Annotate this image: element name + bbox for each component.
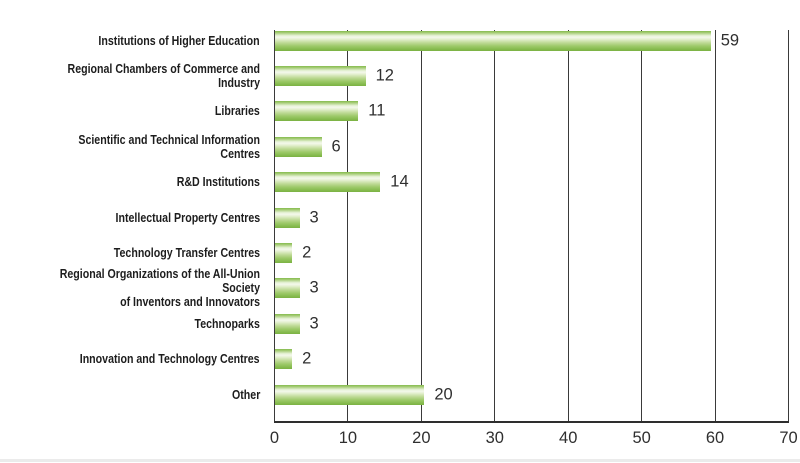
x-tick-label: 50 <box>632 429 651 447</box>
x-tick-label: 40 <box>559 429 578 447</box>
category-label-text: Technology Transfer Centres <box>113 245 260 260</box>
grid-line-20 <box>420 30 422 422</box>
value-label: 12 <box>375 66 394 85</box>
category-label: Other <box>0 388 260 402</box>
bar <box>274 349 293 370</box>
value-label: 3 <box>309 208 319 226</box>
value-label: 59 <box>720 31 740 49</box>
category-label-text: Regional Organizations of the All-Union … <box>59 267 260 310</box>
category-label: Innovation and Technology Centres <box>0 352 260 366</box>
category-label: R&D Institutions <box>0 175 260 189</box>
category-label: Libraries <box>0 104 260 118</box>
grid-line-50 <box>641 30 643 422</box>
category-label: Regional Organizations of the All-Union … <box>0 267 260 309</box>
x-tick-label: 70 <box>779 429 798 447</box>
value-label: 20 <box>434 385 453 403</box>
x-tick-label: 30 <box>485 429 504 447</box>
x-tick-label: 60 <box>705 429 725 447</box>
category-label-text: Regional Chambers of Commerce and Indust… <box>67 61 260 90</box>
grid-line-70 <box>788 30 789 422</box>
category-label-text: Libraries <box>215 104 260 119</box>
plot-area: 59 12 11 6 14 3 2 3 3 2 20 <box>274 30 789 422</box>
x-axis-line <box>274 420 789 423</box>
grid-line-60 <box>714 30 716 422</box>
bar <box>274 65 366 86</box>
bar <box>274 313 300 334</box>
category-label: Institutions of Higher Education <box>0 34 260 48</box>
category-label-text: Other <box>231 387 260 402</box>
value-label: 3 <box>309 314 319 333</box>
bar <box>274 384 425 405</box>
category-label-column: Institutions of Higher Education Regional… <box>0 0 260 463</box>
category-label: Intellectual Property Centres <box>0 211 260 225</box>
category-label-text: Technoparks <box>194 316 260 331</box>
x-tick-label: 10 <box>338 429 358 447</box>
x-tick-label: 20 <box>412 429 431 447</box>
category-label-text: Innovation and Technology Centres <box>80 352 260 367</box>
value-label: 11 <box>368 101 386 120</box>
category-label-text: Scientific and Technical Information Cen… <box>78 132 260 161</box>
grid-line-10 <box>347 30 349 422</box>
value-label: 2 <box>302 349 312 368</box>
page-bottom-divider <box>0 459 800 462</box>
grid-line-30 <box>494 30 496 422</box>
x-tick-label: 0 <box>269 429 280 447</box>
category-label-text: R&D Institutions <box>176 175 260 190</box>
category-label: Scientific and Technical Information Cen… <box>0 133 260 161</box>
category-label-text: Institutions of Higher Education <box>98 33 260 48</box>
category-label: Regional Chambers of Commerce and Indust… <box>0 62 260 90</box>
category-label: Technoparks <box>0 317 260 331</box>
bar <box>274 242 293 263</box>
bar <box>274 172 381 193</box>
category-label: Technology Transfer Centres <box>0 246 260 260</box>
value-label: 2 <box>302 243 312 262</box>
value-label: 6 <box>331 137 341 156</box>
grid-line-40 <box>567 30 569 422</box>
value-label: 14 <box>390 172 409 191</box>
bar <box>274 207 300 228</box>
bar <box>274 101 359 122</box>
category-label-text: Intellectual Property Centres <box>115 210 260 225</box>
value-label: 3 <box>309 278 319 297</box>
bar <box>274 278 300 299</box>
bar <box>274 30 711 51</box>
x-axis-tick-labels: 0 10 20 30 40 50 60 70 <box>0 429 800 453</box>
bar <box>274 136 322 157</box>
